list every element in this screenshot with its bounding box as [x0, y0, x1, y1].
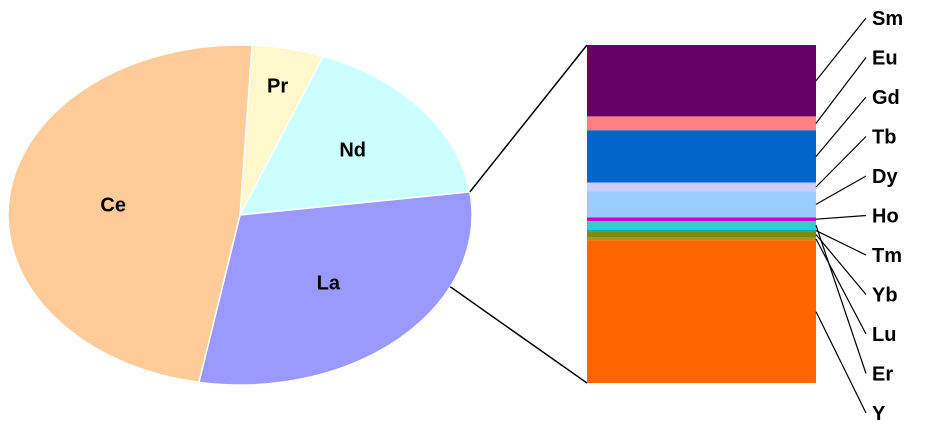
bar-segment-dy: [587, 191, 816, 218]
pie-chart: Pr Nd La Ce: [7, 44, 473, 386]
bar-label-eu: Eu: [872, 48, 898, 70]
bar-segment-yb: [587, 231, 816, 238]
leader-line-er: [815, 225, 867, 374]
leader-line-dy: [815, 175, 867, 205]
bar-segment-sm: [587, 45, 816, 117]
pie-slice-ce: [7, 44, 253, 384]
bar-segment-er: [587, 220, 816, 230]
pie-to-bar-connectors: [449, 44, 588, 384]
leader-line-gd: [815, 96, 867, 157]
bar-segment-y: [587, 240, 816, 383]
leader-line-ho: [815, 214, 867, 220]
leader-line-yb: [815, 234, 867, 295]
bar-label-y: Y: [872, 403, 886, 425]
leader-line-lu: [815, 238, 867, 335]
leader-line-sm: [815, 17, 867, 82]
bar-segment-eu: [587, 116, 816, 131]
connector-bottom-line: [449, 286, 588, 384]
pie-label-pr: Pr: [267, 75, 288, 97]
pie-label-la: La: [317, 273, 341, 295]
stacked-bar: [587, 45, 816, 383]
pie-slice-nd: [238, 55, 471, 216]
connector-top-line: [469, 44, 588, 193]
bar-segment-tb: [587, 182, 816, 192]
bar-label-lu: Lu: [872, 324, 896, 346]
bar-labels: Sm Eu Gd Tb Dy Ho Tm Yb Lu Er Y: [815, 8, 903, 425]
bar-label-gd: Gd: [872, 87, 900, 109]
bar-label-tb: Tb: [872, 127, 896, 149]
leader-line-y: [815, 311, 867, 414]
leader-line-tm: [815, 230, 867, 256]
bar-segment-tm: [587, 229, 816, 232]
bar-label-sm: Sm: [872, 8, 903, 30]
bar-label-tm: Tm: [872, 245, 902, 267]
bar-label-ho: Ho: [872, 206, 899, 228]
bar-segment-ho: [587, 217, 816, 221]
bar-label-er: Er: [872, 364, 893, 386]
bar-segment-lu: [587, 237, 816, 241]
bar-segment-gd: [587, 130, 816, 183]
leader-line-eu: [815, 57, 867, 124]
bar-label-yb: Yb: [872, 285, 898, 307]
pie-slice-la: [197, 191, 473, 386]
bar-label-dy: Dy: [872, 166, 898, 188]
pie-label-nd: Nd: [339, 140, 366, 162]
leader-line-tb: [815, 136, 867, 188]
pie-label-ce: Ce: [100, 194, 126, 216]
